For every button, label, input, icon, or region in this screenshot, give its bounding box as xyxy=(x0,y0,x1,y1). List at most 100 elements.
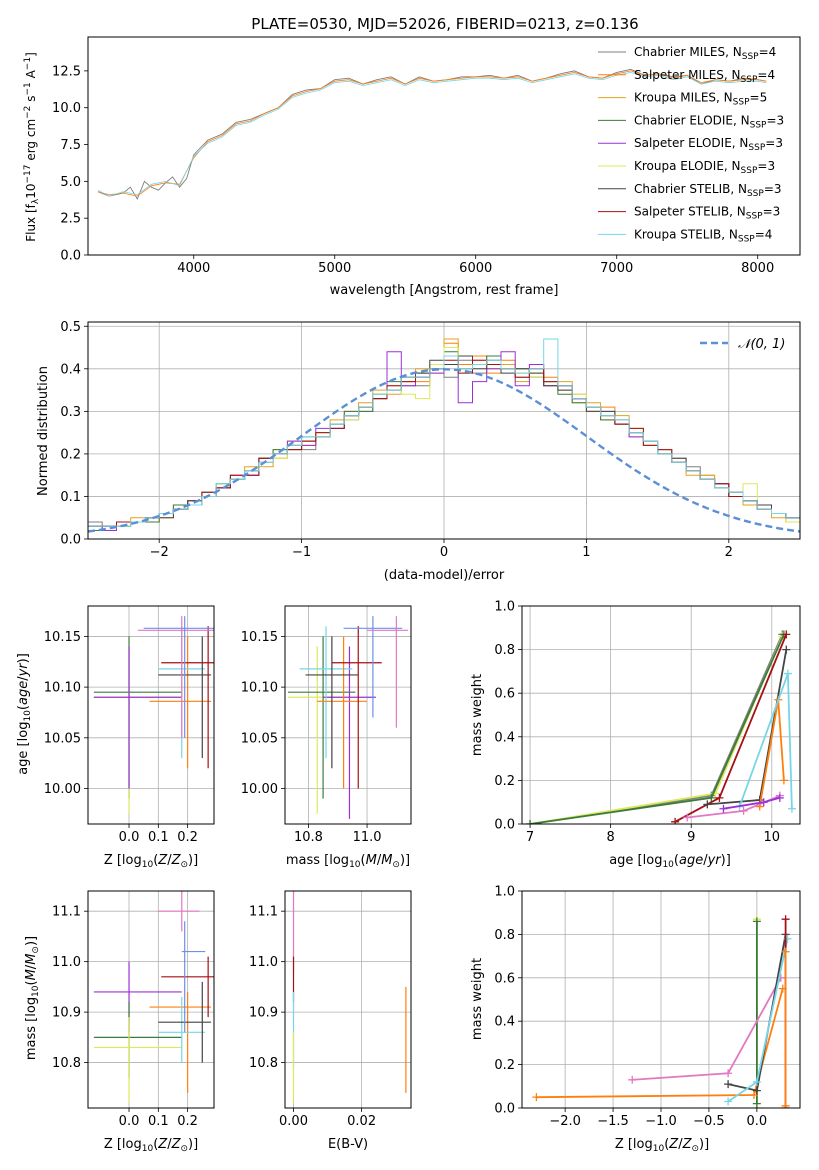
ebv-mass-axes: 0.00 0.02 10.8 10.9 11.0 11.1 xyxy=(249,891,411,1129)
svg-text:mass [log10(M/M⊙)]: mass [log10(M/M⊙)] xyxy=(286,853,410,870)
residuals-xtick-label: −1 xyxy=(292,545,311,560)
z-weight-xtick-label: 0.0 xyxy=(747,1114,768,1129)
spectrum-xtick-label: 8000 xyxy=(741,261,774,276)
spectrum-xtick-label: 4000 xyxy=(177,261,210,276)
residuals-xtick-label: 0 xyxy=(440,545,448,560)
ebv-mass-xtick-label: 0.02 xyxy=(347,1114,376,1129)
z-weight-xtick-label: −2.0 xyxy=(549,1114,581,1129)
age-weight-xtick-label: 9 xyxy=(687,830,695,845)
mass-age-ytick-label: 10.15 xyxy=(241,630,278,645)
spectrum-series-line xyxy=(97,71,767,197)
z-mass-xtick-label: 0.1 xyxy=(148,1114,169,1129)
residuals-frame xyxy=(87,321,801,540)
z-weight-ytick-label: 0.2 xyxy=(494,1058,515,1073)
legend-label: Salpeter STELIB, NSSP=3 xyxy=(634,205,780,222)
z-age-ytick-label: 10.00 xyxy=(44,782,81,797)
weight-marker xyxy=(787,804,796,813)
z-weight-lines xyxy=(532,915,792,1108)
ebv-mass-xtick-label: 0.00 xyxy=(279,1114,308,1129)
z-mass-ytick-label: 11.0 xyxy=(52,955,81,970)
spectrum-ylabel: Flux [fλ10−17 erg cm−2 s−1 A−1] xyxy=(23,52,41,242)
z-weight-panel: Z [log10(Z/Z⊙)] mass weight xyxy=(470,958,709,1154)
residuals-ytick-label: 0.1 xyxy=(60,490,81,505)
z-mass-points xyxy=(93,891,214,1103)
weight-line xyxy=(738,673,793,809)
z-age-xtick-label: 0.2 xyxy=(177,830,198,845)
weight-marker xyxy=(671,817,680,824)
z-mass-ytick-label: 11.1 xyxy=(52,905,81,920)
spectrum-ytick-label: 0.0 xyxy=(60,249,81,264)
weight-marker xyxy=(782,630,791,639)
weight-marker xyxy=(781,1101,790,1108)
weight-marker xyxy=(683,813,692,822)
z-weight-ytick-label: 0.4 xyxy=(494,1015,515,1030)
z-weight-ylabel: mass weight xyxy=(470,958,485,1040)
weight-line xyxy=(529,633,785,824)
spectrum-lines xyxy=(97,68,767,201)
ebv-mass-xlabel: E(B-V) xyxy=(328,1137,368,1152)
spectrum-series-line xyxy=(97,70,767,197)
svg-text:Z [log10(Z/Z⊙)]: Z [log10(Z/Z⊙)] xyxy=(615,1137,709,1154)
ebv-mass-frame xyxy=(284,890,412,1109)
legend-label: Salpeter ELODIE, NSSP=3 xyxy=(634,136,783,153)
z-age-frame xyxy=(87,605,215,825)
residuals-ytick-label: 0.4 xyxy=(60,362,81,377)
z-mass-axes: 0.0 0.1 0.2 10.8 10.9 11.0 11.1 xyxy=(52,891,214,1129)
spectrum-series-line xyxy=(97,68,767,201)
age-weight-ytick-label: 0.4 xyxy=(494,730,515,745)
weight-marker xyxy=(783,669,792,678)
weight-marker xyxy=(532,1093,541,1102)
mass-age-xtick-label: 10.8 xyxy=(294,830,323,845)
age-weight-panel: age [log10(age/yr)] mass weight xyxy=(470,674,731,870)
weight-marker xyxy=(752,917,761,926)
legend-label: Kroupa ELODIE, NSSP=3 xyxy=(634,159,775,176)
ebv-mass-ytick-label: 10.8 xyxy=(249,1056,278,1071)
z-weight-axes: −2.0 −1.5 −1.0 −0.5 0.0 0.0 0.2 0.4 0.6 0.8 1.0 xyxy=(494,885,800,1129)
age-weight-ylabel: mass weight xyxy=(470,674,485,756)
weight-marker xyxy=(752,1086,761,1095)
residual-histograms xyxy=(88,338,800,533)
weight-marker xyxy=(739,806,748,815)
z-age-panel: Z [log10(Z/Z⊙)] age [log10(age/yr)] xyxy=(16,653,198,870)
spectrum-axes: 4000 5000 6000 7000 8000 0.0 2.5 5.0 7.5 10.0 12.5 xyxy=(52,64,774,276)
normal-curve xyxy=(88,368,800,533)
ebv-mass-panel: E(B-V) xyxy=(328,1137,368,1152)
legend-label: Chabrier STELIB, NSSP=3 xyxy=(634,182,782,199)
z-mass-frame xyxy=(87,890,215,1109)
z-weight-ytick-label: 0.0 xyxy=(494,1102,515,1117)
ebv-mass-ytick-label: 11.0 xyxy=(249,955,278,970)
z-weight-frame xyxy=(521,890,801,1109)
age-weight-xlabel: age [log10(age/yr)] xyxy=(609,853,731,870)
weight-marker xyxy=(719,804,728,813)
z-weight-xtick-label: −1.5 xyxy=(597,1114,629,1129)
z-age-xtick-label: 0.1 xyxy=(148,830,169,845)
mass-age-axes: 10.8 11.0 10.00 10.05 10.10 10.15 xyxy=(241,606,411,845)
z-weight-xtick-label: −0.5 xyxy=(693,1114,725,1129)
spectrum-xlabel: wavelength [Angstrom, rest frame] xyxy=(330,283,559,298)
weight-marker xyxy=(779,776,788,785)
z-mass-xlabel: Z [log10(Z/Z⊙)] xyxy=(104,1137,198,1154)
mass-age-panel: mass [log10(M/M⊙)] xyxy=(286,853,410,870)
residuals-xlabel: (data-model)/error xyxy=(384,568,505,583)
svg-text:Z [log10(Z/Z⊙)]: Z [log10(Z/Z⊙)] xyxy=(104,853,198,870)
residuals-ytick-label: 0.2 xyxy=(60,447,81,462)
weight-marker xyxy=(781,915,790,924)
legend-label: Chabrier ELODIE, NSSP=3 xyxy=(634,113,784,130)
mass-age-ytick-label: 10.00 xyxy=(241,782,278,797)
age-weight-ytick-label: 0.2 xyxy=(494,774,515,789)
weight-marker xyxy=(707,793,716,802)
ebv-mass-ytick-label: 11.1 xyxy=(249,905,278,920)
age-weight-frame xyxy=(521,605,801,825)
svg-text:age [log10(age/yr)]: age [log10(age/yr)] xyxy=(609,853,731,870)
spectrum-ytick-label: 2.5 xyxy=(60,212,81,227)
weight-marker xyxy=(752,1099,761,1108)
spectrum-ytick-label: 10.0 xyxy=(52,101,81,116)
figure-title: PLATE=0530, MJD=52026, FIBERID=0213, z=0… xyxy=(251,15,638,33)
z-age-points xyxy=(93,616,214,814)
legend-label: 𝒩(0, 1) xyxy=(738,337,785,352)
svg-text:age [log10(age/yr)]: age [log10(age/yr)] xyxy=(16,653,33,775)
weight-marker xyxy=(749,1090,758,1099)
z-mass-ytick-label: 10.8 xyxy=(52,1056,81,1071)
residuals-ylabel: Normed distribution xyxy=(36,366,51,496)
